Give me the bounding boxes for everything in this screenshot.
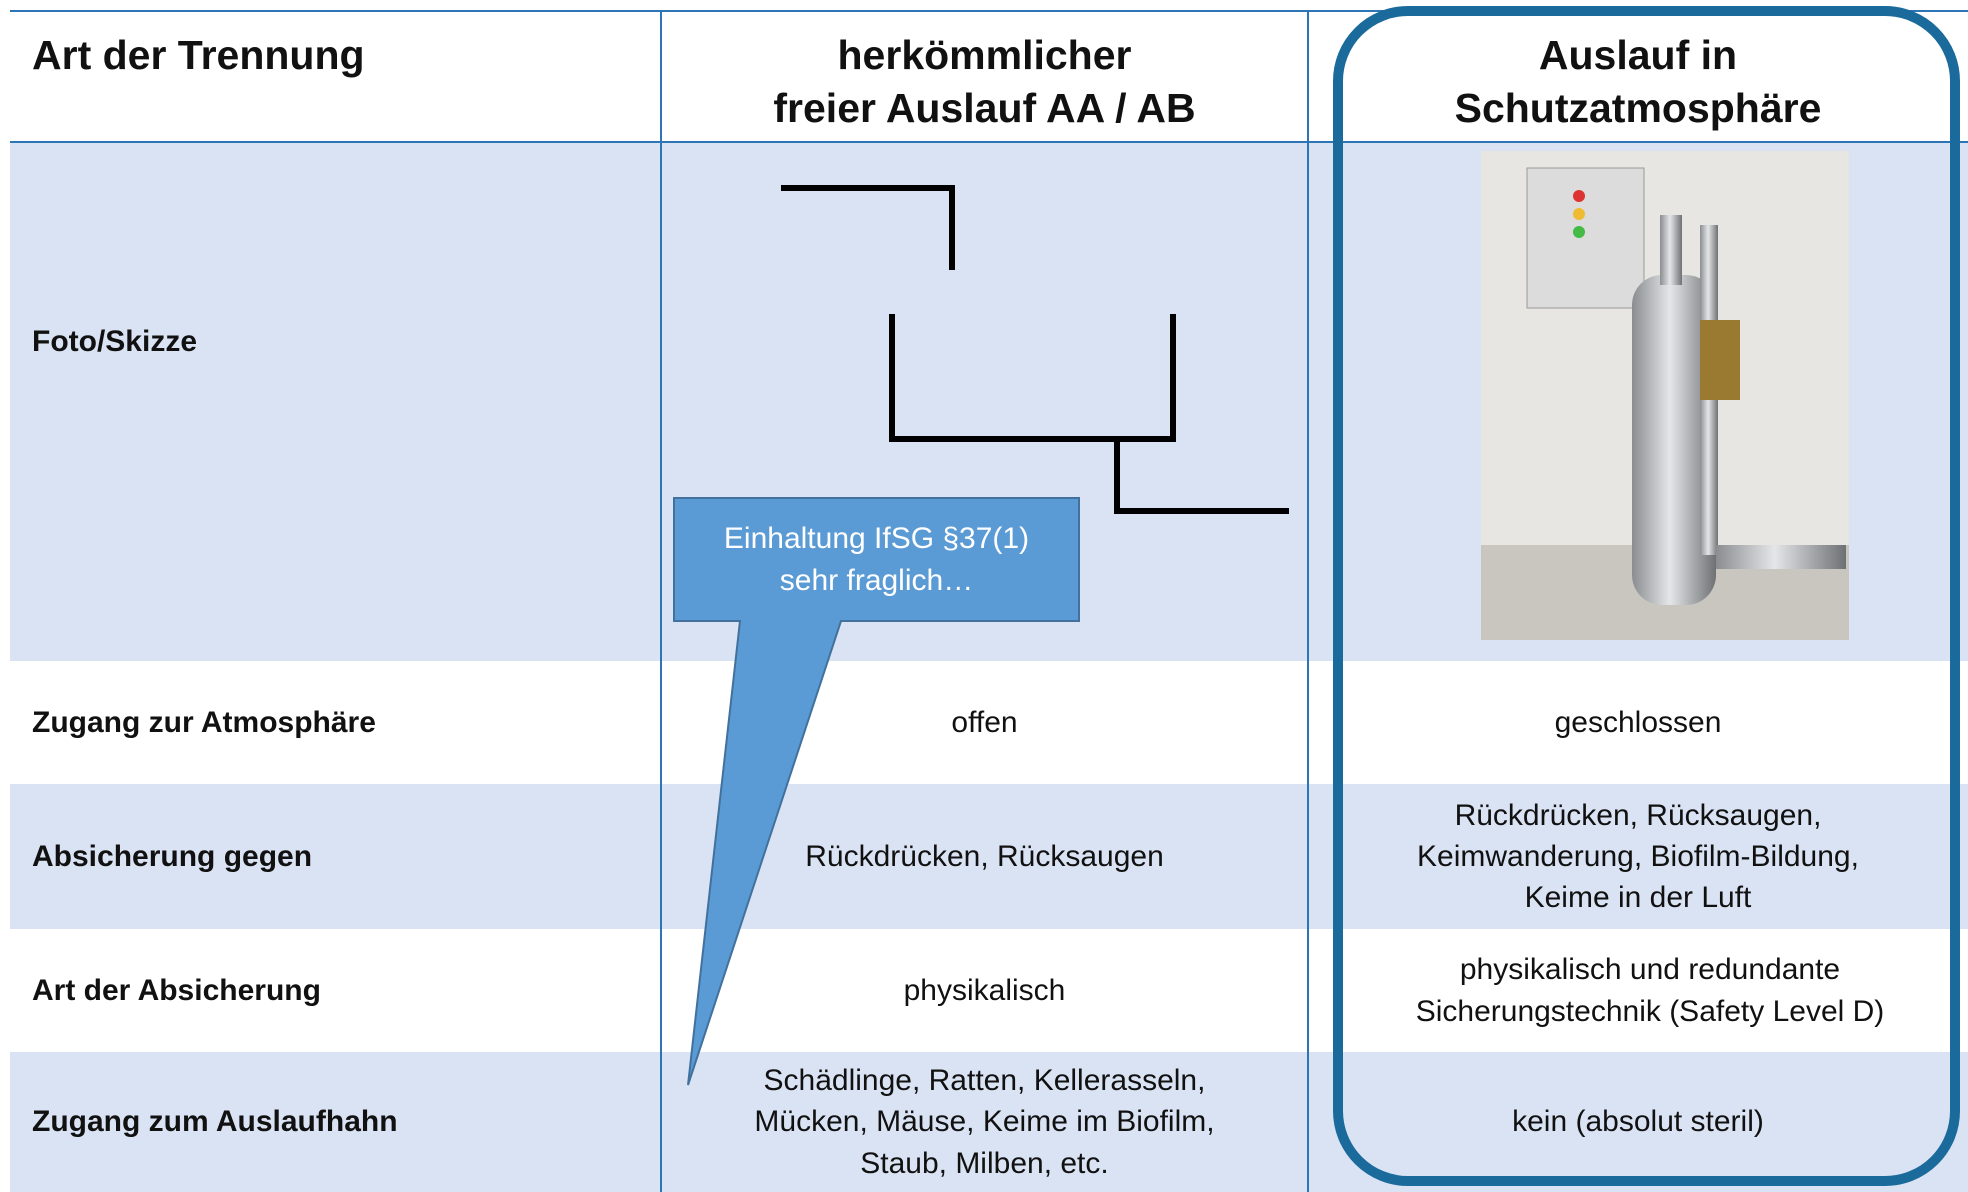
cell: kein (absolut steril): [1512, 1105, 1764, 1139]
cell: Schädlinge, Ratten, Kellerasseln, Mücken…: [754, 1064, 1215, 1180]
cell: Rückdrücken, Rücksaugen, Keimwanderung, …: [1417, 798, 1859, 915]
row-label: Art der Absicherung: [32, 973, 321, 1007]
row-label: Foto/Skizze: [32, 325, 198, 359]
row-label: Zugang zum Auslaufhahn: [32, 1105, 398, 1139]
row-label: Zugang zur Atmosphäre: [32, 705, 376, 739]
cell: offen: [951, 705, 1018, 739]
row-label: Absicherung gegen: [32, 839, 313, 873]
header-cell: herkömmlicher freier Auslauf AA / AB: [773, 32, 1196, 132]
cell: Rückdrücken, Rücksaugen: [805, 839, 1164, 873]
header-cell: Auslauf in Schutzatmosphäre: [1454, 32, 1822, 132]
cell: geschlossen: [1554, 705, 1722, 739]
header-cell: Art der Trennung: [32, 32, 365, 78]
callout: Einhaltung IfSG §37(1) sehr fraglich…: [723, 522, 1030, 597]
cell: physikalisch und redundante Sicherungste…: [1415, 953, 1885, 1028]
cell: physikalisch: [903, 973, 1066, 1007]
